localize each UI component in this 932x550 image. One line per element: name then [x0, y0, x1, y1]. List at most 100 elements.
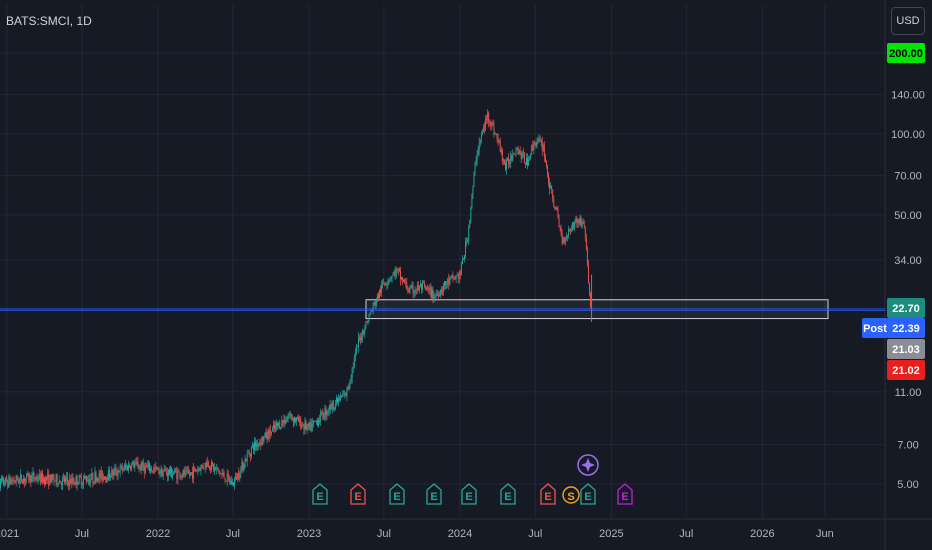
candle: [590, 291, 591, 309]
candle: [299, 416, 301, 426]
earnings-event-marker[interactable]: E: [500, 483, 516, 505]
candle: [89, 474, 91, 486]
candle: [267, 428, 269, 441]
candle: [7, 479, 9, 490]
candle: [516, 147, 518, 151]
candle: [490, 120, 492, 131]
candle: [135, 458, 137, 465]
candle: [407, 286, 409, 294]
candle: [270, 431, 272, 437]
candle: [9, 474, 11, 486]
candle: [356, 345, 358, 347]
candle: [419, 279, 421, 288]
candle: [183, 467, 185, 478]
candle: [171, 466, 173, 479]
candle: [67, 472, 69, 487]
candle: [103, 476, 105, 480]
candle: [218, 468, 220, 474]
currency-button[interactable]: USD: [891, 7, 925, 35]
candle: [307, 422, 309, 431]
candle: [224, 478, 226, 484]
sparkle-icon[interactable]: [577, 454, 599, 476]
earnings-event-marker[interactable]: E: [312, 483, 328, 505]
candle: [53, 473, 55, 486]
earnings-event-marker[interactable]: E: [389, 483, 405, 505]
price-tag[interactable]: 200.00: [887, 43, 925, 63]
price-tag[interactable]: 22.70: [887, 298, 925, 318]
candle: [80, 472, 82, 489]
candle: [283, 414, 285, 429]
earnings-event-marker[interactable]: E: [580, 483, 596, 505]
candle: [179, 471, 181, 480]
earnings-event-marker[interactable]: E: [426, 483, 442, 505]
price-axis[interactable]: 140.00 100.00 70.00 50.00 34.00 11.00 7.00 5.00…: [862, 43, 925, 491]
candle: [540, 138, 542, 147]
candle: [582, 218, 584, 224]
candle: [301, 422, 303, 430]
candle: [78, 474, 80, 485]
candle: [505, 159, 506, 172]
event-letter: E: [465, 491, 472, 503]
symbol-title[interactable]: BATS:SMCI, 1D: [6, 14, 92, 28]
candle: [219, 470, 221, 477]
price-tag[interactable]: 22.39 Post: [862, 318, 925, 338]
y-tick-label: 7.00: [897, 440, 918, 452]
candle: [467, 237, 469, 244]
price-tag-value: 21.03: [892, 344, 920, 356]
x-tick-label: Jul: [528, 528, 542, 540]
candle: [569, 228, 570, 232]
candle: [153, 465, 155, 475]
event-letter: E: [430, 491, 437, 503]
candle: [296, 417, 297, 426]
candle: [363, 329, 365, 336]
candle: [532, 140, 534, 152]
price-tag-value: 22.70: [892, 303, 920, 315]
price-tag[interactable]: 21.03: [887, 339, 925, 359]
candle: [556, 206, 558, 212]
candle: [486, 114, 488, 124]
candle: [30, 474, 32, 488]
candle: [32, 466, 34, 482]
candle: [491, 121, 493, 130]
candle: [247, 449, 249, 455]
candle: [87, 475, 89, 483]
candle: [222, 468, 224, 477]
candle: [96, 476, 98, 483]
price-tag[interactable]: 21.02: [887, 360, 925, 380]
candle: [46, 476, 48, 485]
candle: [519, 146, 521, 156]
candle: [192, 466, 194, 483]
candle: [509, 159, 511, 168]
candle: [274, 421, 275, 434]
candle: [246, 449, 248, 467]
candle: [585, 233, 587, 251]
candle: [544, 153, 546, 163]
candle: [256, 440, 258, 451]
candle: [332, 400, 334, 412]
event-letter: E: [393, 491, 400, 503]
candle: [57, 482, 59, 488]
candle: [327, 407, 329, 416]
candle: [369, 312, 371, 316]
candle: [177, 467, 179, 485]
candle: [387, 277, 389, 289]
candle: [589, 282, 590, 297]
earnings-event-marker[interactable]: E: [350, 483, 366, 505]
candle: [503, 159, 505, 165]
split-event-marker[interactable]: S: [562, 486, 580, 504]
candle: [257, 439, 259, 451]
candle: [152, 470, 154, 474]
earnings-event-marker[interactable]: E: [540, 483, 556, 505]
candle: [581, 219, 583, 229]
candle: [122, 467, 124, 472]
candle: [329, 399, 331, 415]
earnings-event-marker[interactable]: E: [461, 483, 477, 505]
earnings-event-marker[interactable]: E: [617, 483, 633, 505]
candle: [225, 480, 227, 482]
candle: [488, 111, 490, 128]
candle: [68, 479, 70, 491]
candle: [361, 332, 363, 343]
